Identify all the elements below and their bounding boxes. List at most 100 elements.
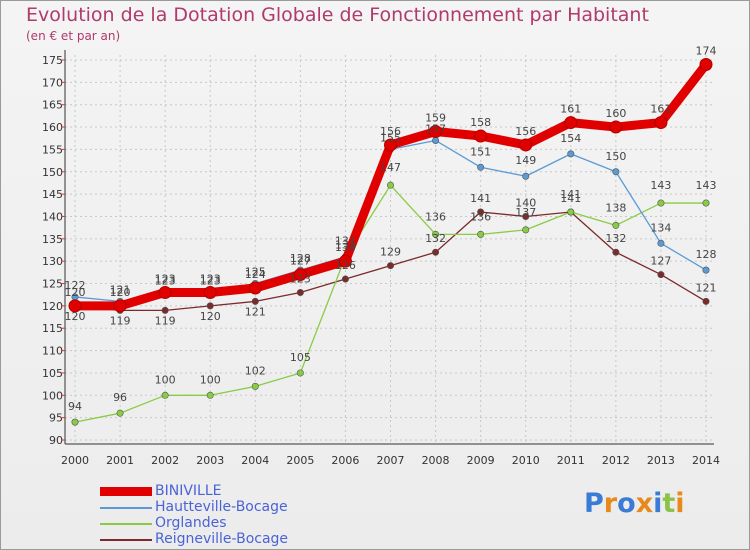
y-tick-label: 105	[42, 367, 63, 380]
data-point	[71, 418, 79, 426]
logo-letter: P	[584, 488, 604, 519]
data-point	[206, 391, 214, 399]
y-tick-label: 150	[42, 166, 63, 179]
data-point	[116, 409, 124, 417]
data-point	[522, 172, 530, 180]
data-label: 161	[650, 103, 671, 116]
x-tick-label: 2014	[692, 454, 720, 467]
data-label: 121	[696, 281, 717, 294]
x-tick-label: 2000	[61, 454, 89, 467]
logo-letter: i	[675, 488, 685, 519]
data-label: 155	[380, 131, 401, 144]
data-point	[477, 230, 485, 238]
x-tick-label: 2004	[241, 454, 269, 467]
data-point	[522, 212, 530, 220]
data-label: 174	[696, 44, 717, 57]
y-tick-label: 155	[42, 143, 63, 156]
data-label: 138	[605, 201, 626, 214]
legend-label: Hautteville-Bocage	[155, 499, 288, 515]
data-label: 123	[155, 272, 176, 285]
data-label: 100	[200, 373, 221, 386]
data-point	[612, 221, 620, 229]
data-point	[293, 268, 307, 282]
data-point	[386, 181, 394, 189]
y-tick-label: 175	[42, 54, 63, 67]
data-point	[609, 120, 623, 134]
proxiti-logo: Proxiti	[584, 488, 685, 519]
x-tick-label: 2008	[422, 454, 450, 467]
data-point	[338, 254, 352, 268]
y-tick-label: 170	[42, 76, 63, 89]
data-label: 124	[245, 268, 266, 281]
legend: BINIVILLE Hautteville-Bocage Orglandes R…	[100, 483, 420, 548]
legend-item: BINIVILLE	[100, 483, 420, 500]
x-tick-label: 2010	[512, 454, 540, 467]
data-point	[206, 302, 214, 310]
data-point	[432, 136, 440, 144]
y-tick-label: 160	[42, 121, 63, 134]
data-point	[567, 208, 575, 216]
data-label: 151	[470, 145, 491, 158]
legend-swatch-orglandes	[100, 523, 152, 525]
data-point	[386, 262, 394, 270]
data-label: 140	[515, 196, 536, 209]
x-tick-label: 2003	[196, 454, 224, 467]
legend-item: Orglandes	[100, 515, 420, 532]
chart-subtitle: (en € et par an)	[26, 29, 121, 43]
chart-title: Evolution de la Dotation Globale de Fonc…	[26, 4, 649, 26]
data-label: 141	[560, 188, 581, 201]
x-tick-label: 2002	[151, 454, 179, 467]
data-point	[296, 369, 304, 377]
data-label: 161	[560, 103, 581, 116]
legend-label: BINIVILLE	[155, 483, 222, 499]
data-point	[519, 138, 533, 152]
data-point	[567, 150, 575, 158]
data-label: 147	[380, 161, 401, 174]
data-label: 136	[470, 210, 491, 223]
data-label: 157	[425, 122, 446, 135]
data-label: 128	[696, 248, 717, 261]
x-tick-label: 2011	[557, 454, 585, 467]
data-point	[702, 266, 710, 274]
y-tick-label: 140	[42, 210, 63, 223]
data-label: 96	[113, 391, 127, 404]
data-point	[158, 285, 172, 299]
y-tick-label: 100	[42, 389, 63, 402]
data-label: 132	[605, 232, 626, 245]
data-point	[702, 199, 710, 207]
data-label: 120	[65, 310, 86, 323]
data-label: 136	[425, 210, 446, 223]
y-tick-label: 135	[42, 233, 63, 246]
data-label: 122	[65, 279, 86, 292]
data-point	[612, 248, 620, 256]
data-label: 120	[200, 310, 221, 323]
data-labels: 120 120 123 123 124 127 130 156 159 158 156 161 160 1…	[65, 44, 717, 413]
data-label: 119	[110, 314, 131, 327]
x-tick-label: 2013	[647, 454, 675, 467]
data-label: 120	[110, 286, 131, 299]
legend-item: Reigneville-Bocage	[100, 531, 420, 548]
x-tick-label: 2007	[377, 454, 405, 467]
y-tick-label: 90	[49, 434, 63, 447]
data-point	[432, 230, 440, 238]
data-point	[612, 168, 620, 176]
x-tick-label: 2006	[331, 454, 359, 467]
data-point	[657, 271, 665, 279]
legend-swatch-biniville	[100, 487, 152, 496]
data-point	[296, 288, 304, 296]
data-point	[477, 163, 485, 171]
legend-label: Reigneville-Bocage	[155, 531, 289, 547]
data-point	[161, 391, 169, 399]
data-point	[474, 129, 488, 143]
data-label: 125	[245, 266, 266, 279]
data-point	[699, 57, 713, 71]
data-label: 141	[560, 192, 581, 205]
data-point	[654, 116, 668, 130]
data-label: 127	[290, 255, 311, 268]
data-label: 123	[290, 272, 311, 285]
y-tick-label: 165	[42, 99, 63, 112]
logo-letter: x	[635, 488, 654, 519]
data-point	[68, 299, 82, 313]
data-label: 156	[515, 125, 536, 138]
